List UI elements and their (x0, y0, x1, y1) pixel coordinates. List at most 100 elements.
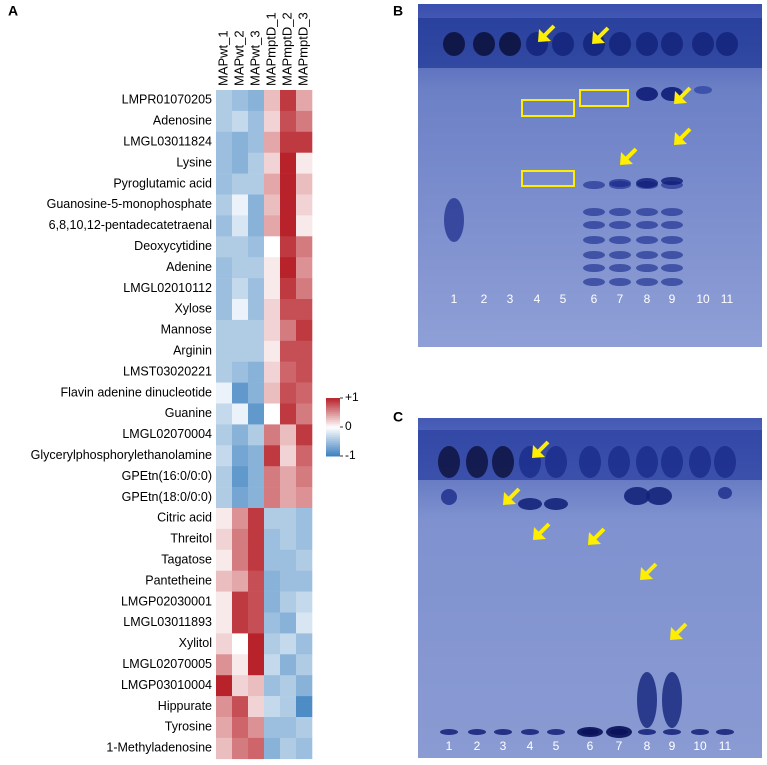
heatmap-cell (216, 612, 233, 634)
colorbar-segment (326, 454, 340, 457)
row-label: 6,8,10,12-pentadecatetraenal (49, 218, 212, 232)
heatmap-cell (296, 654, 313, 676)
row-label: Adenine (166, 260, 212, 274)
heatmap-cell (216, 466, 233, 488)
heatmap-cell (248, 194, 265, 216)
heatmap-cell (232, 299, 249, 321)
lane-label: 6 (587, 739, 594, 753)
row-label: LMST03020221 (123, 364, 212, 378)
lane-label: 7 (616, 739, 623, 753)
arrow (532, 445, 545, 458)
highlight-box (521, 170, 575, 187)
heatmap-cell (232, 717, 249, 739)
heatmap-cell (248, 361, 265, 383)
heatmap-cell (280, 340, 297, 362)
colorbar-segment (326, 438, 340, 442)
heatmap-cell (280, 612, 297, 634)
heatmap-cell (280, 737, 297, 760)
heatmap-cell (264, 131, 281, 153)
gel-band (609, 179, 631, 187)
gel-band (552, 32, 574, 56)
heatmap-cell (248, 549, 265, 571)
row-label: LMGP03010004 (121, 678, 212, 692)
gel-band (661, 208, 683, 216)
heatmap-cell (232, 675, 249, 697)
gel-band (545, 446, 567, 478)
heatmap-cell (296, 152, 313, 174)
colorbar-segment (326, 398, 340, 401)
gel-band (694, 86, 712, 94)
heatmap-cell (216, 131, 233, 153)
row-label: LMGL03011824 (123, 135, 212, 149)
lane-label: 9 (669, 739, 676, 753)
heatmap-cell (216, 236, 233, 258)
gel-band (661, 264, 683, 272)
heatmap-cell (264, 215, 281, 237)
row-label: Flavin adenine dinucleotide (61, 385, 213, 399)
heatmap-cell (264, 717, 281, 739)
gel-band (583, 278, 605, 286)
arrow (640, 567, 653, 580)
gel-band (661, 32, 683, 56)
heatmap-cell (248, 299, 265, 321)
heatmap-cell (280, 717, 297, 739)
heatmap-cell (280, 633, 297, 655)
heatmap-cell (296, 299, 313, 321)
heatmap-cell (232, 633, 249, 655)
gel-band (583, 264, 605, 272)
gel-band (636, 236, 658, 244)
arrow (588, 532, 601, 545)
gel-band (636, 221, 658, 229)
heatmap-cell (264, 319, 281, 342)
heatmap-cell (280, 696, 297, 718)
heatmap-cell (280, 445, 297, 467)
heatmap-cell (296, 675, 313, 697)
colorbar-segment (326, 423, 340, 426)
gel-band (661, 177, 683, 185)
column-label: MAPwt_1 (215, 30, 230, 86)
row-label: Arginin (173, 344, 212, 358)
heatmap-cell (264, 612, 281, 634)
gel-band (444, 198, 464, 242)
heatmap-cell (232, 549, 249, 571)
heatmap-cell (216, 278, 233, 300)
heatmap-cell (216, 549, 233, 571)
colorbar-tick-label: 0 (345, 419, 352, 433)
gel-band (716, 729, 734, 735)
column-label: MAPmptD_3 (295, 12, 310, 86)
heatmap-cell (280, 278, 297, 300)
column-label: MAPwt_2 (231, 30, 246, 86)
row-label: Tagatose (161, 553, 212, 567)
heatmap-cell (264, 675, 281, 697)
heatmap-cell (280, 549, 297, 571)
colorbar-tick-label: -1 (345, 448, 356, 462)
heatmap-cell (232, 90, 249, 112)
heatmap-cell (296, 508, 313, 530)
colorbar-segment (326, 409, 340, 413)
heatmap-cell (264, 90, 281, 112)
row-label: GPEtn(18:0/0:0) (122, 490, 212, 504)
heatmap-cell (248, 466, 265, 488)
heatmap-cell (296, 570, 313, 592)
lane-label: 3 (500, 739, 507, 753)
heatmap-cell (296, 215, 313, 237)
heatmap-cell (248, 633, 265, 655)
heatmap-cell (216, 654, 233, 676)
heatmap-cell (296, 257, 313, 279)
gel-band (718, 487, 732, 499)
heatmap-cell (280, 257, 297, 279)
colorbar-segment (326, 411, 340, 414)
heatmap-cell (264, 194, 281, 216)
row-label: LMGL02070005 (122, 657, 212, 671)
heatmap-cell (248, 90, 265, 112)
gel-band (609, 278, 631, 286)
heatmap-cell (216, 90, 233, 112)
gel-band (638, 729, 656, 735)
heatmap-cell (216, 340, 233, 362)
gel-band (583, 221, 605, 229)
colorbar-segment (326, 436, 340, 440)
colorbar-segment (326, 413, 340, 416)
colorbar-segment (326, 425, 340, 428)
gel-band (661, 221, 683, 229)
